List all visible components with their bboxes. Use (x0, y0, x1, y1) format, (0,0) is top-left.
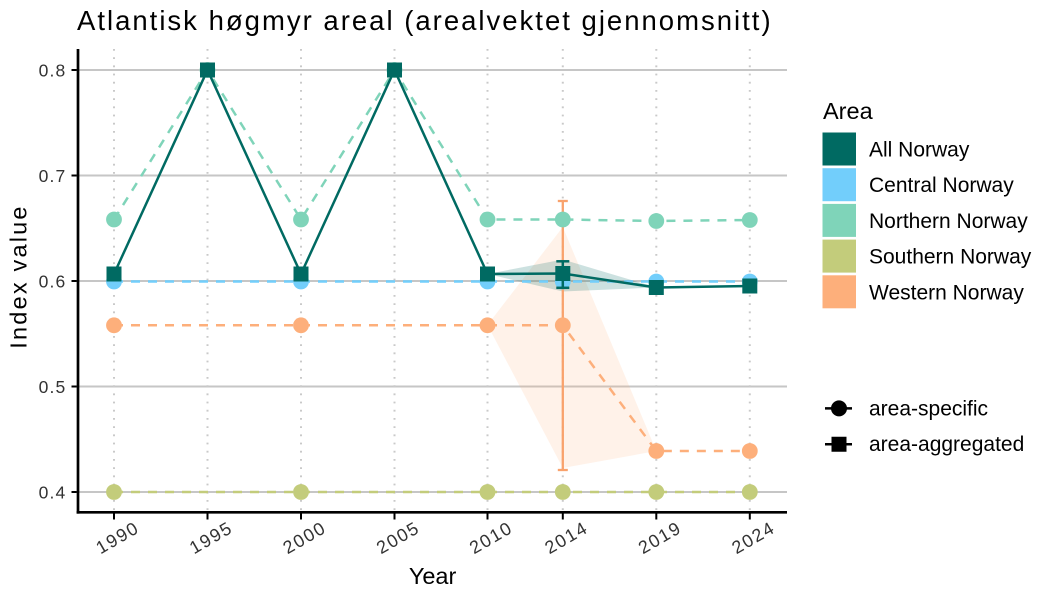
svg-text:area-specific: area-specific (869, 398, 988, 421)
svg-text:Area: Area (823, 98, 874, 124)
svg-text:0.4: 0.4 (39, 483, 67, 503)
svg-text:0.7: 0.7 (39, 166, 67, 186)
svg-text:0.8: 0.8 (39, 61, 67, 81)
svg-text:0.6: 0.6 (39, 272, 67, 292)
svg-text:Index value: Index value (6, 204, 32, 348)
svg-text:Northern Norway: Northern Norway (869, 210, 1028, 233)
svg-text:0.5: 0.5 (39, 377, 67, 397)
svg-text:Western Norway: Western Norway (869, 281, 1024, 304)
svg-text:Atlantisk høgmyr areal (arealv: Atlantisk høgmyr areal (arealvektet gjen… (77, 5, 773, 36)
svg-text:Year: Year (409, 563, 457, 589)
svg-text:area-aggregated: area-aggregated (869, 433, 1024, 456)
svg-text:All Norway: All Norway (869, 139, 970, 162)
svg-text:Central Norway: Central Norway (869, 174, 1014, 197)
svg-text:Southern Norway: Southern Norway (869, 246, 1032, 269)
